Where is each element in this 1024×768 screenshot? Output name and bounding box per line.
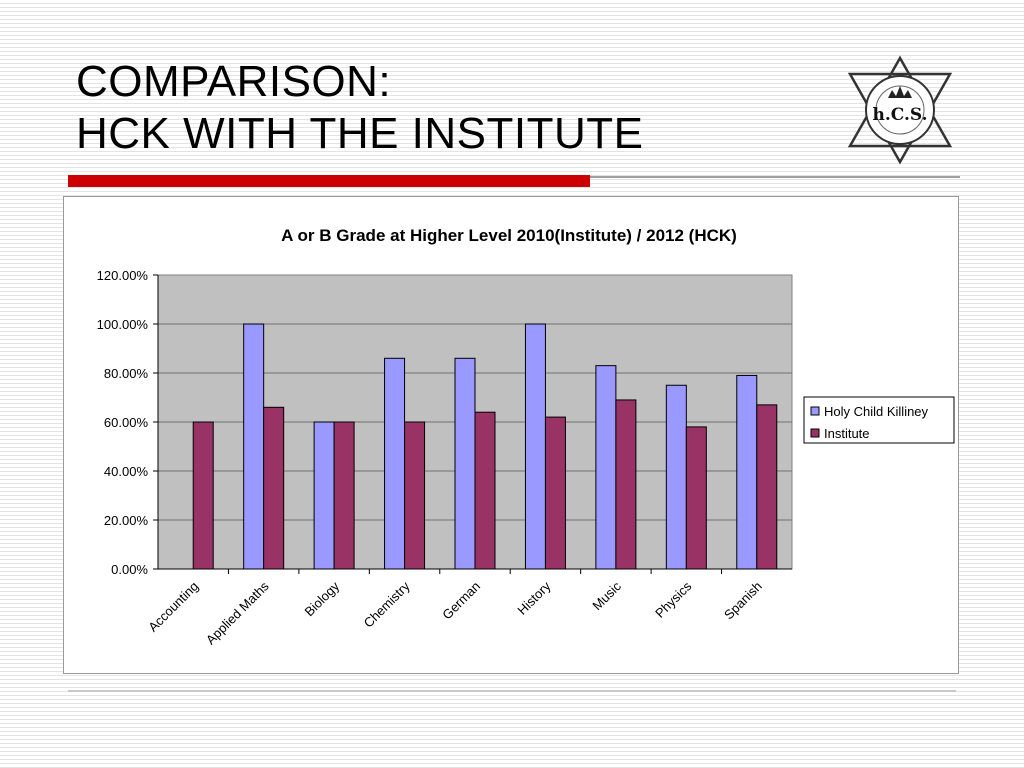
bar-institute — [685, 426, 707, 570]
x-tick-label: Accounting — [145, 579, 201, 635]
footer-divider — [68, 690, 956, 692]
y-tick-label: 40.00% — [104, 464, 149, 479]
legend-label: Institute — [824, 426, 870, 441]
slide-title: COMPARISON: HCK WITH THE INSTITUTE — [76, 56, 644, 160]
legend-swatch — [810, 406, 820, 416]
x-tick-label: German — [439, 579, 483, 623]
bar-institute — [333, 421, 355, 570]
title-underline-red — [68, 175, 590, 187]
bar-holy-child-killiney — [736, 374, 758, 570]
x-tick-label: Spanish — [721, 579, 765, 623]
x-tick-label: History — [514, 578, 554, 618]
y-tick-label: 100.00% — [97, 317, 149, 332]
school-crest-logo: h.C.S. — [847, 55, 953, 165]
x-axis-ticks: Accounting Applied Maths Biology Chemistry G… — [145, 569, 765, 647]
legend-swatch — [810, 428, 820, 438]
x-tick-label: Chemistry — [361, 578, 413, 630]
bar-holy-child-killiney — [243, 323, 265, 570]
x-tick-label: Biology — [301, 578, 342, 619]
bar-chart: A or B Grade at Higher Level 2010(Instit… — [97, 226, 955, 647]
x-tick-label: Applied Maths — [203, 578, 272, 647]
logo-lettering: h.C.S. — [872, 105, 927, 125]
y-tick-label: 120.00% — [97, 268, 149, 283]
slide-title-line-2: HCK WITH THE INSTITUTE — [76, 109, 644, 158]
chart-container: A or B Grade at Higher Level 2010(Instit… — [63, 196, 959, 674]
bar-institute — [263, 406, 285, 570]
bar-institute — [404, 421, 426, 570]
x-tick-label: Physics — [652, 578, 695, 621]
bar-institute — [544, 416, 566, 570]
bar-institute — [756, 404, 778, 570]
chart-title: A or B Grade at Higher Level 2010(Instit… — [281, 226, 737, 245]
legend: Holy Child Killiney Institute — [803, 396, 955, 444]
slide-title-line-1: COMPARISON: — [76, 57, 392, 106]
legend-label: Holy Child Killiney — [824, 404, 929, 419]
legend-box — [803, 396, 955, 444]
bar-holy-child-killiney — [524, 323, 546, 570]
y-tick-label: 0.00% — [111, 562, 148, 577]
bar-institute — [615, 399, 637, 570]
bars — [192, 323, 778, 570]
y-tick-label: 60.00% — [104, 415, 149, 430]
y-tick-label: 80.00% — [104, 366, 149, 381]
bar-institute — [192, 421, 214, 570]
bar-holy-child-killiney — [665, 384, 687, 570]
bar-holy-child-killiney — [384, 357, 406, 570]
bar-holy-child-killiney — [454, 357, 476, 570]
bar-holy-child-killiney — [313, 421, 335, 570]
y-axis-ticks: 0.00% 20.00% 40.00% 60.00% 80.00% 100.00% 120.… — [97, 268, 792, 577]
x-tick-label: Music — [589, 578, 624, 613]
bar-holy-child-killiney — [595, 365, 617, 570]
title-underline-grey — [590, 176, 960, 178]
y-tick-label: 20.00% — [104, 513, 149, 528]
bar-institute — [474, 411, 496, 570]
